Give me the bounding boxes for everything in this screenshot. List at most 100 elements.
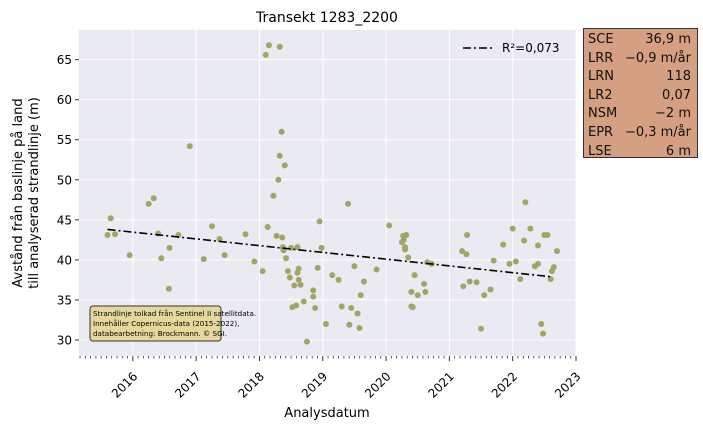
data-point (386, 222, 393, 229)
data-point (281, 162, 288, 169)
stat-row-lrn: LRN 118 (588, 68, 693, 87)
x-tick-label: 2020 (362, 369, 393, 400)
x-tick-label: 2022 (489, 369, 520, 400)
data-point (294, 244, 301, 251)
data-point (357, 292, 364, 299)
data-point (286, 274, 293, 281)
data-point (538, 320, 545, 327)
data-point (322, 320, 329, 327)
stat-value: −0,3 m/år (624, 124, 691, 140)
data-point (242, 231, 249, 238)
data-point (466, 278, 473, 285)
stat-key: LSE (588, 143, 612, 159)
data-point (517, 276, 524, 283)
data-point (550, 264, 557, 271)
stat-key: NSM (588, 106, 618, 122)
x-tick-label: 2019 (299, 369, 330, 400)
data-point (373, 266, 380, 273)
data-point (145, 200, 152, 207)
stat-row-epr: EPR −0,3 m/år (588, 124, 693, 143)
data-point (408, 288, 415, 295)
data-point (300, 298, 307, 305)
stat-row-sce: SCE 36,9 m (588, 31, 693, 50)
data-point (276, 152, 283, 159)
data-point (509, 225, 516, 232)
data-point (478, 325, 485, 332)
y-axis-label-line-1: Avstånd från baslinje på land (11, 98, 26, 287)
data-point (348, 304, 355, 311)
y-axis-label-line-2: till analyserad strandlinje (m) (27, 97, 42, 289)
annotation-line-3: databearbetning: Brockmann. © SGI. (93, 329, 227, 338)
data-point (186, 143, 193, 150)
data-point (314, 264, 321, 271)
data-point (312, 304, 319, 311)
data-point (421, 280, 428, 287)
data-point (535, 242, 542, 249)
data-point (411, 272, 418, 279)
data-point (354, 310, 361, 317)
data-point (278, 128, 285, 135)
y-tick-label: 45 (57, 213, 72, 227)
x-axis-label: Analysdatum (284, 406, 369, 421)
data-point (283, 255, 290, 262)
legend: R²=0,073 (463, 41, 560, 55)
data-point (346, 321, 353, 328)
data-point (295, 265, 302, 272)
data-point (297, 281, 304, 288)
plot-area (79, 30, 576, 356)
stat-key: LR2 (588, 87, 613, 103)
stat-value: −0,9 m/år (624, 50, 691, 66)
data-point (490, 257, 497, 264)
stat-value: 6 m (665, 143, 691, 159)
chart-title: Transekt 1283_2200 (255, 10, 398, 26)
data-point (460, 283, 467, 290)
data-point (403, 232, 410, 239)
data-point (158, 255, 165, 262)
y-tick-label: 50 (57, 173, 72, 187)
annotation-background (89, 305, 222, 342)
data-point (338, 303, 345, 310)
data-point (275, 176, 282, 183)
data-point (262, 51, 269, 58)
data-point (506, 260, 513, 267)
stat-value: 118 (666, 69, 691, 85)
data-point (351, 263, 358, 270)
data-point (288, 244, 295, 251)
data-point (360, 278, 367, 285)
data-point (527, 225, 534, 232)
stat-value: −2 m (655, 106, 691, 122)
data-point (150, 195, 157, 202)
x-axis: 2016 2017 2018 2019 2020 2021 2022 2023 (79, 356, 584, 401)
data-point (310, 293, 317, 300)
data-point (463, 251, 470, 258)
stat-key: LRN (588, 69, 614, 85)
data-point (414, 292, 421, 299)
data-point (293, 302, 300, 309)
data-point (335, 276, 342, 283)
y-tick-label: 65 (57, 53, 72, 67)
annotation-line-2: Innehåller Copernicus-data (2015-2022), (93, 319, 239, 328)
legend-label: R²=0,073 (502, 41, 560, 55)
data-point (329, 272, 336, 279)
trend-line (107, 228, 551, 278)
y-tick-label: 40 (57, 253, 72, 267)
y-tick-label: 35 (57, 293, 72, 307)
data-point (400, 236, 407, 243)
data-point (104, 232, 111, 239)
data-point (165, 285, 172, 292)
data-point (265, 42, 272, 49)
stat-key: EPR (588, 124, 614, 140)
data-point (473, 279, 480, 286)
data-point (208, 223, 215, 230)
data-point (459, 248, 466, 255)
y-axis: 30 35 40 45 50 55 60 65 (57, 53, 79, 347)
data-point (264, 224, 271, 231)
statistics-box: SCE 36,9 m LRR −0,9 m/år LRN 118 LR2 0,07 NSM −2 … (583, 28, 698, 159)
grid-lines (79, 30, 577, 356)
data-point (273, 232, 280, 239)
data-point (259, 268, 266, 275)
data-point (295, 276, 302, 283)
data-point (522, 199, 529, 206)
data-point (356, 324, 363, 331)
